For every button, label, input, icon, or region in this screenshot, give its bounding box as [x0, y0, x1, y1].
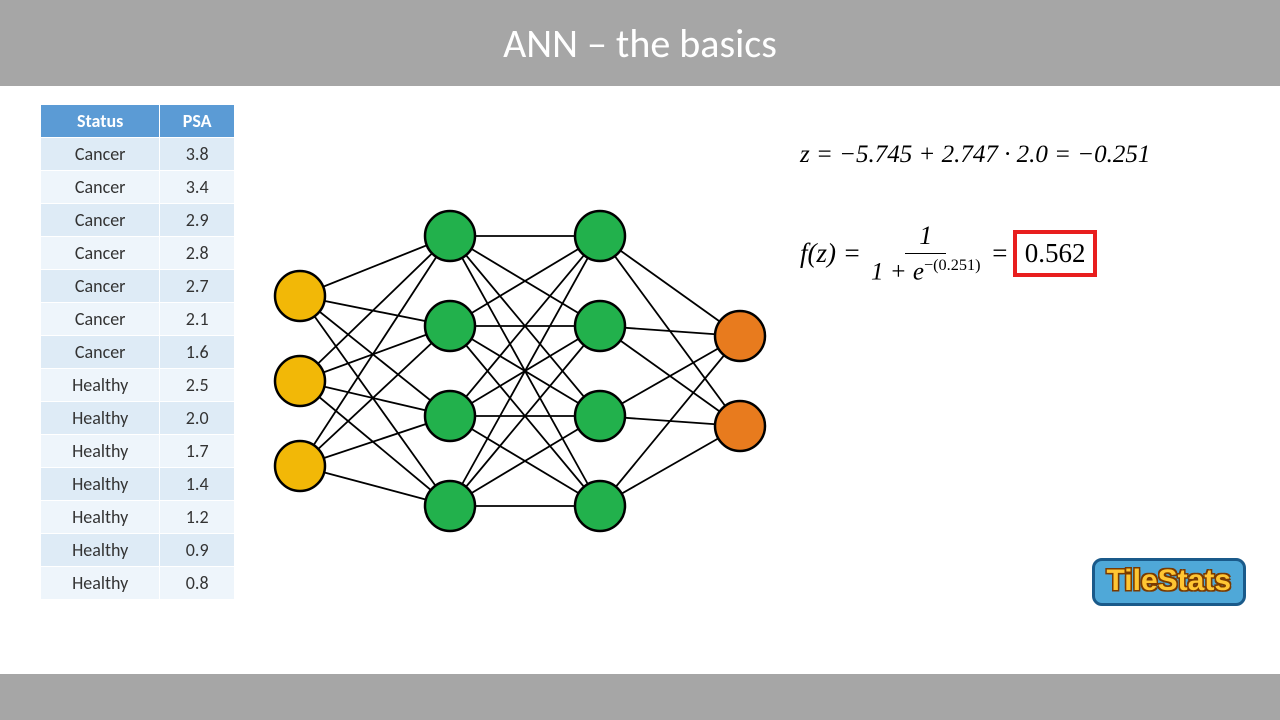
table-row: Healthy0.8 — [41, 567, 235, 600]
network-node — [275, 441, 325, 491]
result-highlight-box: 0.562 — [1013, 230, 1098, 277]
table-row: Healthy0.9 — [41, 534, 235, 567]
network-node — [575, 391, 625, 441]
col-status: Status — [41, 105, 160, 138]
network-node — [425, 391, 475, 441]
table-row: Cancer2.1 — [41, 303, 235, 336]
fz-lhs: f(z) = — [800, 238, 861, 269]
table-row: Cancer3.4 — [41, 171, 235, 204]
table-row: Healthy2.0 — [41, 402, 235, 435]
network-node — [715, 311, 765, 361]
table-row: Cancer3.8 — [41, 138, 235, 171]
table-row: Healthy1.4 — [41, 468, 235, 501]
table-header-row: Status PSA — [41, 105, 235, 138]
fraction-numerator: 1 — [905, 221, 946, 254]
fraction: 1 1 + e−(0.251) — [865, 221, 987, 286]
page-title: ANN – the basics — [503, 19, 777, 68]
data-table: Status PSA Cancer3.8Cancer3.4Cancer2.9Ca… — [40, 104, 235, 600]
tilestats-logo: TileStats — [1092, 558, 1247, 606]
title-bar: ANN – the basics — [0, 0, 1280, 86]
table-row: Cancer2.8 — [41, 237, 235, 270]
network-node — [425, 301, 475, 351]
table-row: Healthy1.2 — [41, 501, 235, 534]
network-node — [275, 356, 325, 406]
equals-sign: = — [991, 238, 1009, 269]
equations-block: z = −5.745 + 2.747 · 2.0 = −0.251 f(z) =… — [800, 141, 1260, 286]
content-area: Status PSA Cancer3.8Cancer3.4Cancer2.9Ca… — [0, 86, 1280, 674]
network-node — [575, 211, 625, 261]
col-psa: PSA — [160, 105, 235, 138]
neural-network-diagram — [260, 176, 780, 576]
network-node — [275, 271, 325, 321]
network-node — [425, 481, 475, 531]
table-row: Healthy2.5 — [41, 369, 235, 402]
fraction-denominator: 1 + e−(0.251) — [865, 254, 987, 286]
equation-z: z = −5.745 + 2.747 · 2.0 = −0.251 — [800, 141, 1260, 169]
network-node — [575, 481, 625, 531]
equation-fz: f(z) = 1 1 + e−(0.251) = 0.562 — [800, 221, 1260, 286]
table-row: Cancer1.6 — [41, 336, 235, 369]
table-row: Cancer2.9 — [41, 204, 235, 237]
network-node — [425, 211, 475, 261]
bottom-bar — [0, 674, 1280, 720]
network-node — [575, 301, 625, 351]
table-row: Cancer2.7 — [41, 270, 235, 303]
network-node — [715, 401, 765, 451]
table-row: Healthy1.7 — [41, 435, 235, 468]
